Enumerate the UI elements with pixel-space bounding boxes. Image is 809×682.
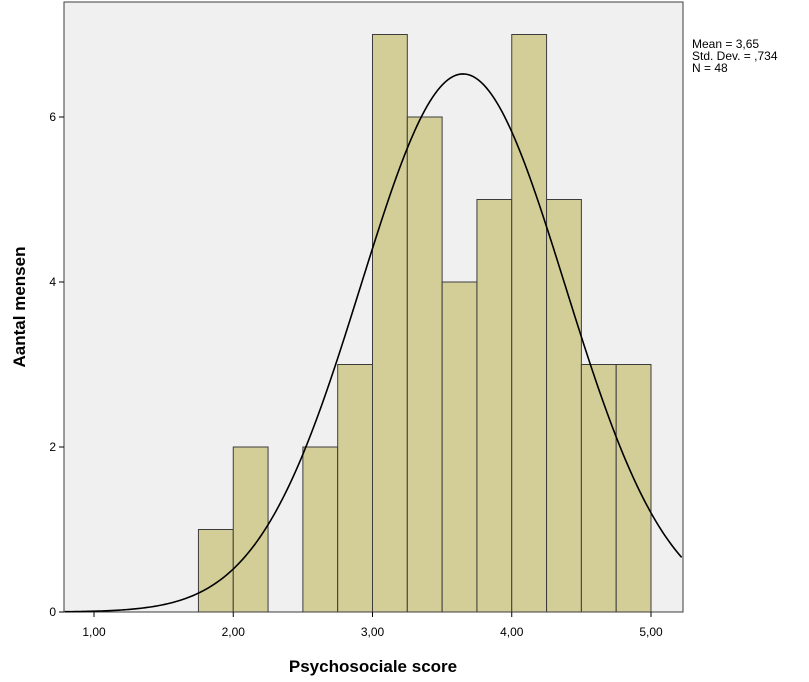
x-axis: 1,00 2,00 3,00 4,00 5,00	[82, 612, 663, 639]
x-tick-label-1: 2,00	[222, 625, 246, 639]
normal-curve	[64, 73, 683, 613]
histogram-bar-12	[615, 364, 652, 613]
y-tick-label-3: 6	[49, 110, 56, 124]
histogram-bar-11	[580, 364, 617, 613]
y-axis-title: Aantal mensen	[10, 247, 29, 368]
histogram-bar-7	[441, 281, 478, 613]
stat-mean: Mean = 3,65	[692, 37, 759, 51]
y-tick-label-1: 2	[49, 440, 56, 454]
histogram-bar-0	[197, 529, 234, 613]
x-tick-label-2: 3,00	[361, 625, 385, 639]
x-tick-label-3: 4,00	[500, 625, 524, 639]
stats-box: Mean = 3,65 Std. Dev. = ,734 N = 48	[692, 37, 778, 75]
stat-std-dev: Std. Dev. = ,734	[692, 49, 778, 63]
histogram-bar-6	[406, 116, 443, 613]
stat-n: N = 48	[692, 61, 728, 75]
histogram-bar-8	[476, 199, 513, 613]
histogram-bar-3	[302, 446, 339, 613]
y-axis: 0 2 4 6	[49, 110, 64, 619]
histogram-bar-9	[511, 34, 548, 613]
histogram-bar-10	[546, 199, 582, 613]
histogram-bar-4	[337, 364, 373, 613]
bars-group	[197, 34, 652, 613]
y-tick-label-2: 4	[49, 275, 56, 289]
histogram-bar-1	[232, 446, 269, 613]
x-tick-label-0: 1,00	[82, 625, 106, 639]
x-axis-title: Psychosociale score	[289, 657, 457, 676]
y-tick-label-0: 0	[49, 605, 56, 619]
histogram-bar-5	[372, 34, 408, 613]
x-tick-label-4: 5,00	[639, 625, 663, 639]
